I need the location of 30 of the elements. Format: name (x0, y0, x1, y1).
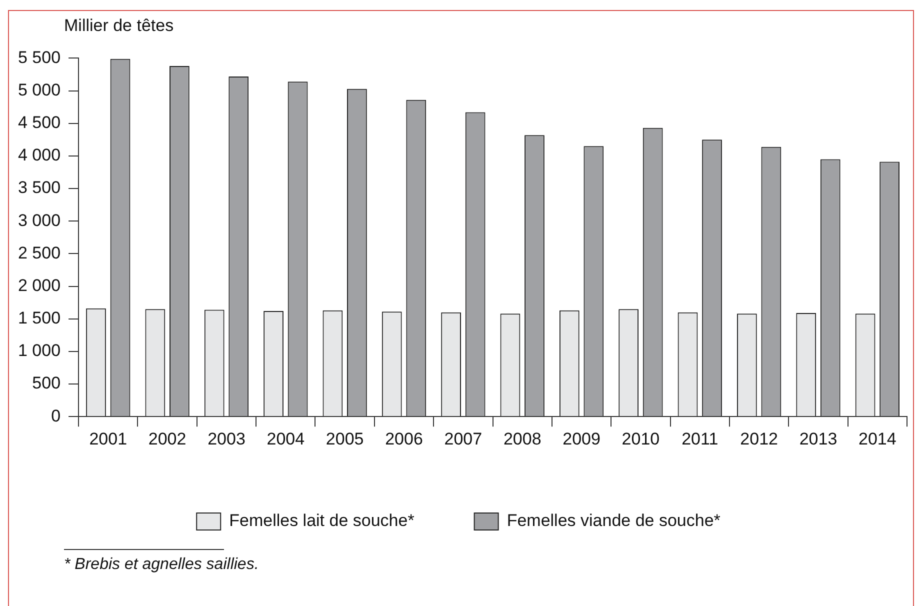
y-tick-label: 1 500 (18, 308, 61, 328)
y-tick-label: 1 000 (18, 341, 61, 360)
x-tick-label: 2014 (858, 429, 896, 448)
y-tick-label: 2 000 (18, 276, 61, 295)
y-tick-label: 3 000 (18, 210, 61, 230)
y-tick-label: 5 500 (18, 48, 61, 67)
x-tick-label: 2009 (562, 429, 600, 448)
x-tick-label: 2002 (148, 429, 186, 448)
x-tick-label: 2006 (385, 429, 423, 448)
y-tick-label: 500 (32, 374, 61, 393)
x-tick-label: 2001 (89, 429, 128, 448)
x-tick-label: 2013 (799, 429, 838, 448)
legend-label: Femelles lait de souche* (229, 511, 415, 530)
legend-label: Femelles viande de souche* (506, 511, 721, 530)
y-tick-label: 4 500 (18, 113, 61, 132)
y-tick-label: 5 000 (18, 80, 61, 100)
x-tick-label: 2005 (326, 429, 364, 448)
y-axis-title: Millier de têtes (64, 16, 174, 36)
y-tick-label: 3 500 (18, 178, 61, 198)
x-tick-label: 2004 (266, 429, 305, 448)
x-tick-label: 2012 (740, 429, 778, 448)
x-tick-label: 2010 (622, 429, 660, 448)
x-tick-label: 2003 (208, 429, 246, 448)
y-tick-label: 4 000 (18, 146, 61, 165)
x-tick-label: 2007 (444, 429, 482, 448)
y-tick-label: 2 500 (18, 243, 61, 262)
x-tick-label: 2011 (682, 429, 718, 448)
y-tick-label: 0 (51, 406, 61, 426)
x-tick-label: 2008 (503, 429, 542, 448)
text: * Brebis et agnelles saillies. (64, 556, 259, 574)
